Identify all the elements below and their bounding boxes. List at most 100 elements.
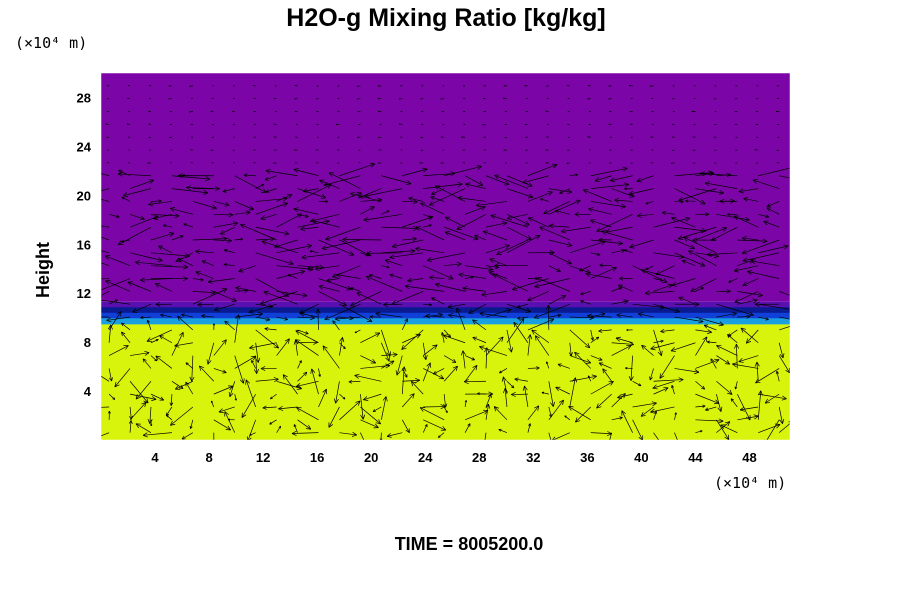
wind-vector: [653, 387, 669, 395]
wind-vector: [611, 248, 626, 254]
wind-vector: [598, 237, 612, 242]
wind-vector: [750, 259, 780, 267]
wind-vector: [276, 213, 303, 228]
wind-vector: [255, 329, 279, 349]
wind-vector: [153, 213, 173, 221]
wind-vector: [339, 162, 376, 177]
wind-vector: [640, 268, 675, 279]
wind-vector: [517, 316, 528, 320]
wind-vector: [758, 167, 790, 177]
wind-vector: [608, 85, 612, 87]
wind-vector: [175, 252, 194, 263]
wind-vector: [506, 226, 532, 240]
wind-vector: [695, 329, 712, 335]
wind-vector: [733, 215, 759, 228]
wind-vector: [213, 432, 215, 440]
wind-vector: [147, 406, 153, 424]
wind-vector: [527, 191, 553, 202]
wind-vector: [126, 123, 131, 125]
wind-vector: [146, 319, 152, 331]
wind-vector: [234, 175, 267, 194]
wind-vector: [649, 368, 654, 381]
wind-vector: [274, 239, 298, 249]
wind-vector: [522, 175, 549, 185]
wind-vector: [743, 197, 759, 202]
wind-vector: [662, 211, 675, 215]
wind-vector: [278, 405, 298, 411]
wind-vector: [625, 366, 633, 370]
wind-vector: [605, 226, 633, 234]
wind-vector: [107, 410, 111, 420]
wind-vector: [223, 249, 235, 254]
wind-vector: [360, 394, 366, 420]
wind-vector: [398, 123, 403, 125]
wind-vector: [485, 308, 512, 318]
wind-vector: [189, 85, 193, 87]
wind-vector: [545, 304, 551, 330]
wind-vector: [150, 213, 180, 219]
wind-vector: [503, 97, 508, 100]
wind-vector: [375, 311, 403, 318]
wind-vector: [716, 421, 731, 433]
wind-vector: [481, 291, 508, 297]
wind-vector: [210, 149, 214, 151]
wind-vector: [339, 337, 345, 356]
wind-vector: [319, 179, 340, 189]
wind-vector: [727, 329, 738, 337]
wind-vector: [716, 381, 733, 395]
wind-vector: [198, 365, 215, 382]
wind-vector: [129, 381, 149, 404]
wind-vector: [264, 327, 277, 331]
wind-vector: [671, 278, 696, 287]
wind-vector: [189, 111, 193, 113]
wind-vector: [201, 314, 214, 319]
x-tick-label: 16: [310, 450, 324, 465]
wind-vector: [357, 136, 361, 139]
wind-vector: [645, 201, 654, 205]
wind-vector: [764, 393, 780, 404]
wind-vector: [545, 361, 550, 369]
wind-vector: [733, 265, 759, 273]
wind-vector: [423, 213, 432, 219]
wind-vector: [318, 278, 352, 291]
wind-vector: [315, 308, 321, 330]
wind-vector: [332, 320, 340, 331]
x-tick-label: 32: [526, 450, 540, 465]
wind-vector: [716, 394, 723, 412]
wind-vector: [429, 275, 445, 280]
wind-vector: [150, 339, 159, 344]
wind-vector: [640, 406, 654, 417]
wind-vector: [430, 195, 445, 202]
wind-vector: [671, 385, 675, 395]
wind-vector: [120, 322, 131, 331]
wind-vector: [598, 328, 612, 333]
wind-vector: [101, 299, 131, 305]
wind-vector: [569, 173, 578, 177]
wind-vector: [734, 343, 740, 369]
wind-vector: [464, 400, 468, 408]
wind-vector: [653, 329, 663, 356]
wind-vector: [101, 375, 110, 382]
wind-vector: [479, 311, 508, 318]
wind-vector: [294, 98, 298, 100]
wind-vector: [443, 365, 458, 382]
wind-vector: [101, 278, 131, 291]
x-tick-label: 40: [634, 450, 648, 465]
wind-vector: [472, 319, 487, 331]
wind-vector: [482, 123, 487, 126]
wind-vector: [423, 419, 447, 431]
wind-vector: [197, 302, 214, 308]
wind-vector: [146, 329, 173, 342]
wind-vector: [534, 335, 550, 356]
wind-vector: [428, 188, 466, 206]
wind-vector: [734, 381, 738, 390]
wind-vector: [778, 421, 790, 433]
wind-vector: [587, 136, 591, 138]
wind-vector: [276, 316, 288, 321]
wind-vector: [440, 98, 445, 100]
wind-vector: [248, 303, 277, 314]
wind-vector: [681, 259, 696, 267]
wind-vector: [590, 239, 623, 246]
wind-vector: [291, 430, 319, 436]
